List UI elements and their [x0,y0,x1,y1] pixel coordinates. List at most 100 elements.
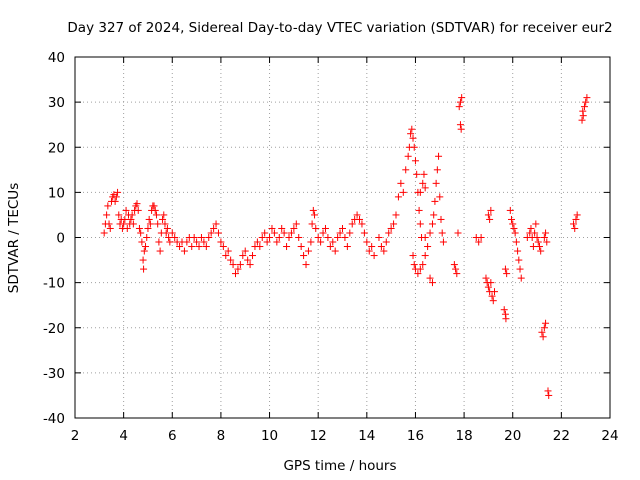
y-tick-label: -30 [43,366,65,382]
data-point [416,188,424,196]
data-point [411,157,419,165]
data-point [375,234,383,241]
data-point [365,247,373,255]
data-point [297,243,305,251]
data-point [421,184,429,192]
data-point [263,238,271,246]
data-point [163,224,171,232]
data-point [510,224,518,232]
data-point [419,179,427,187]
y-tick-label: -40 [43,411,65,427]
data-point [270,229,278,237]
data-point [234,265,242,273]
data-point [579,107,587,115]
data-point [339,224,346,232]
data-point [202,243,210,251]
data-point [121,215,129,223]
data-point [210,224,218,232]
data-point [414,270,422,278]
data-point [532,220,540,228]
axis-ticks [74,56,611,419]
data-point [162,229,170,237]
data-point [358,220,366,228]
data-point [430,211,438,219]
data-point [515,256,523,264]
data-point [452,265,460,273]
data-point [368,243,376,251]
data-point [489,297,497,305]
data-point [502,315,510,323]
data-point [433,166,441,174]
data-point [123,224,131,232]
data-point [426,229,434,237]
data-point [161,220,169,228]
data-point [128,211,136,219]
data-point [171,234,179,241]
data-point [538,328,546,336]
data-point [331,247,339,255]
data-point [511,229,519,237]
data-point [129,220,137,228]
data-point [402,166,410,174]
data-point [487,279,495,287]
data-point [487,206,495,214]
data-point [183,238,191,246]
data-point [542,229,550,237]
data-point [377,243,385,251]
data-point [285,234,293,241]
x-tick-label: 2 [71,428,80,444]
data-point [457,125,465,133]
data-point [580,103,588,111]
x-tick-label: 12 [310,428,327,444]
data-point [545,391,553,399]
data-point [539,333,547,341]
data-point [438,229,446,237]
data-point [458,94,466,102]
data-point [578,116,586,124]
data-point [300,252,308,260]
data-point [346,229,354,237]
data-point [544,387,552,395]
data-point [431,197,439,205]
data-point [207,229,215,237]
x-tick-label: 20 [504,428,521,444]
data-point [527,224,535,232]
data-point [531,229,539,237]
data-point [392,211,400,219]
x-tick-label: 24 [601,428,618,444]
data-point [509,220,517,228]
chart-title: Day 327 of 2024, Sidereal Day-to-day VTE… [67,20,612,36]
data-point [453,270,461,278]
data-point [484,211,492,219]
data-point [410,143,418,151]
data-point [356,215,364,223]
data-point [583,94,591,102]
data-point [256,243,264,251]
data-point [543,238,551,246]
data-point [424,243,432,251]
data-point [409,134,417,142]
data-point [490,288,498,296]
data-point [421,252,429,260]
data-point [571,224,579,232]
data-point [253,238,261,246]
x-tick-label: 10 [261,428,278,444]
data-point [363,238,371,246]
data-point [353,211,361,219]
data-point [514,247,522,255]
data-point [302,261,310,269]
x-tick-label: 6 [168,428,177,444]
data-point [348,220,356,228]
data-point [224,247,232,255]
data-point [188,243,196,251]
y-axis-label: SDTVAR / TECUs [6,183,22,293]
data-point [437,215,445,223]
data-point [122,206,130,214]
data-point [168,229,176,237]
data-point [516,265,524,273]
data-point [212,220,220,228]
data-point [295,234,303,241]
data-point [486,215,494,223]
